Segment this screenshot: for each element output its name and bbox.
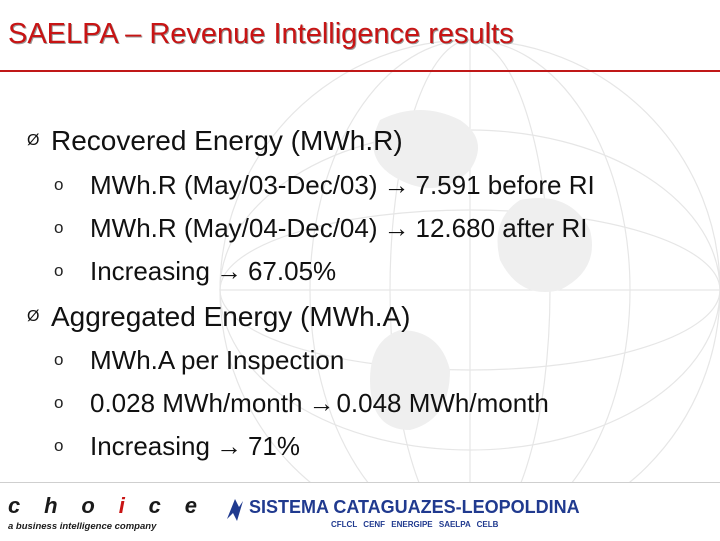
circle-bullet-icon: o [54, 393, 64, 412]
item-label: Increasing [90, 255, 210, 286]
choice-wordmark: c h o i c e [8, 493, 198, 519]
list-item: o MWh.A per Inspection [54, 340, 344, 380]
section-heading: Recovered Energy (MWh.R) [51, 125, 403, 156]
sistema-companies: CFLCL CENF ENERGIPE SAELPA CELB [331, 520, 499, 529]
sistema-swoosh-icon [227, 499, 243, 521]
title-divider [0, 70, 720, 72]
item-label: 0.028 MWh/month [90, 387, 303, 418]
item-label: MWh.R (May/04-Dec/04) [90, 212, 378, 243]
circle-bullet-icon: o [54, 350, 64, 369]
item-label: MWh.A per Inspection [90, 344, 345, 375]
right-arrow-icon: → [215, 255, 242, 286]
right-arrow-icon: → [308, 387, 335, 418]
circle-bullet-icon: o [54, 218, 64, 237]
arrowhead-bullet-icon: Ø [27, 132, 40, 149]
section-recovered-energy: Ø Recovered Energy (MWh.R) [27, 121, 403, 161]
choice-letter: c [148, 493, 162, 518]
circle-bullet-icon: o [54, 175, 64, 194]
item-label: MWh.R (May/03-Dec/03) [90, 169, 378, 200]
item-value: 71% [247, 430, 301, 461]
slide-title: SAELPA – Revenue Intelligence results [8, 18, 514, 50]
choice-logo: c h o i c e a business intelligence comp… [8, 493, 203, 535]
right-arrow-icon: → [383, 212, 410, 243]
section-heading: Aggregated Energy (MWh.A) [51, 301, 411, 332]
item-value: 7.591 before RI [415, 169, 595, 200]
choice-letter: i [118, 493, 126, 518]
arrowhead-bullet-icon: Ø [27, 308, 40, 325]
section-aggregated-energy: Ø Aggregated Energy (MWh.A) [27, 297, 411, 337]
item-value: 12.680 after RI [415, 212, 588, 243]
item-value: 0.048 MWh/month [336, 387, 549, 418]
choice-letter: e [184, 493, 198, 518]
list-item: o 0.028 MWh/month → 0.048 MWh/month [54, 383, 549, 423]
right-arrow-icon: → [383, 169, 410, 200]
choice-letter: o [81, 493, 96, 518]
slide-footer: c h o i c e a business intelligence comp… [0, 482, 720, 541]
choice-letter: h [44, 493, 59, 518]
list-item: o MWh.R (May/03-Dec/03) → 7.591 before R… [54, 165, 595, 205]
choice-tagline: a business intelligence company [8, 521, 157, 532]
item-label: Increasing [90, 430, 210, 461]
sistema-title: SISTEMA CATAGUAZES-LEOPOLDINA [249, 497, 580, 517]
right-arrow-icon: → [215, 430, 242, 461]
circle-bullet-icon: o [54, 436, 64, 455]
item-value: 67.05% [247, 255, 337, 286]
list-item: o Increasing → 71% [54, 426, 300, 466]
choice-letter: c [8, 493, 22, 518]
list-item: o MWh.R (May/04-Dec/04) → 12.680 after R… [54, 208, 588, 248]
list-item: o Increasing → 67.05% [54, 251, 336, 291]
circle-bullet-icon: o [54, 261, 64, 280]
